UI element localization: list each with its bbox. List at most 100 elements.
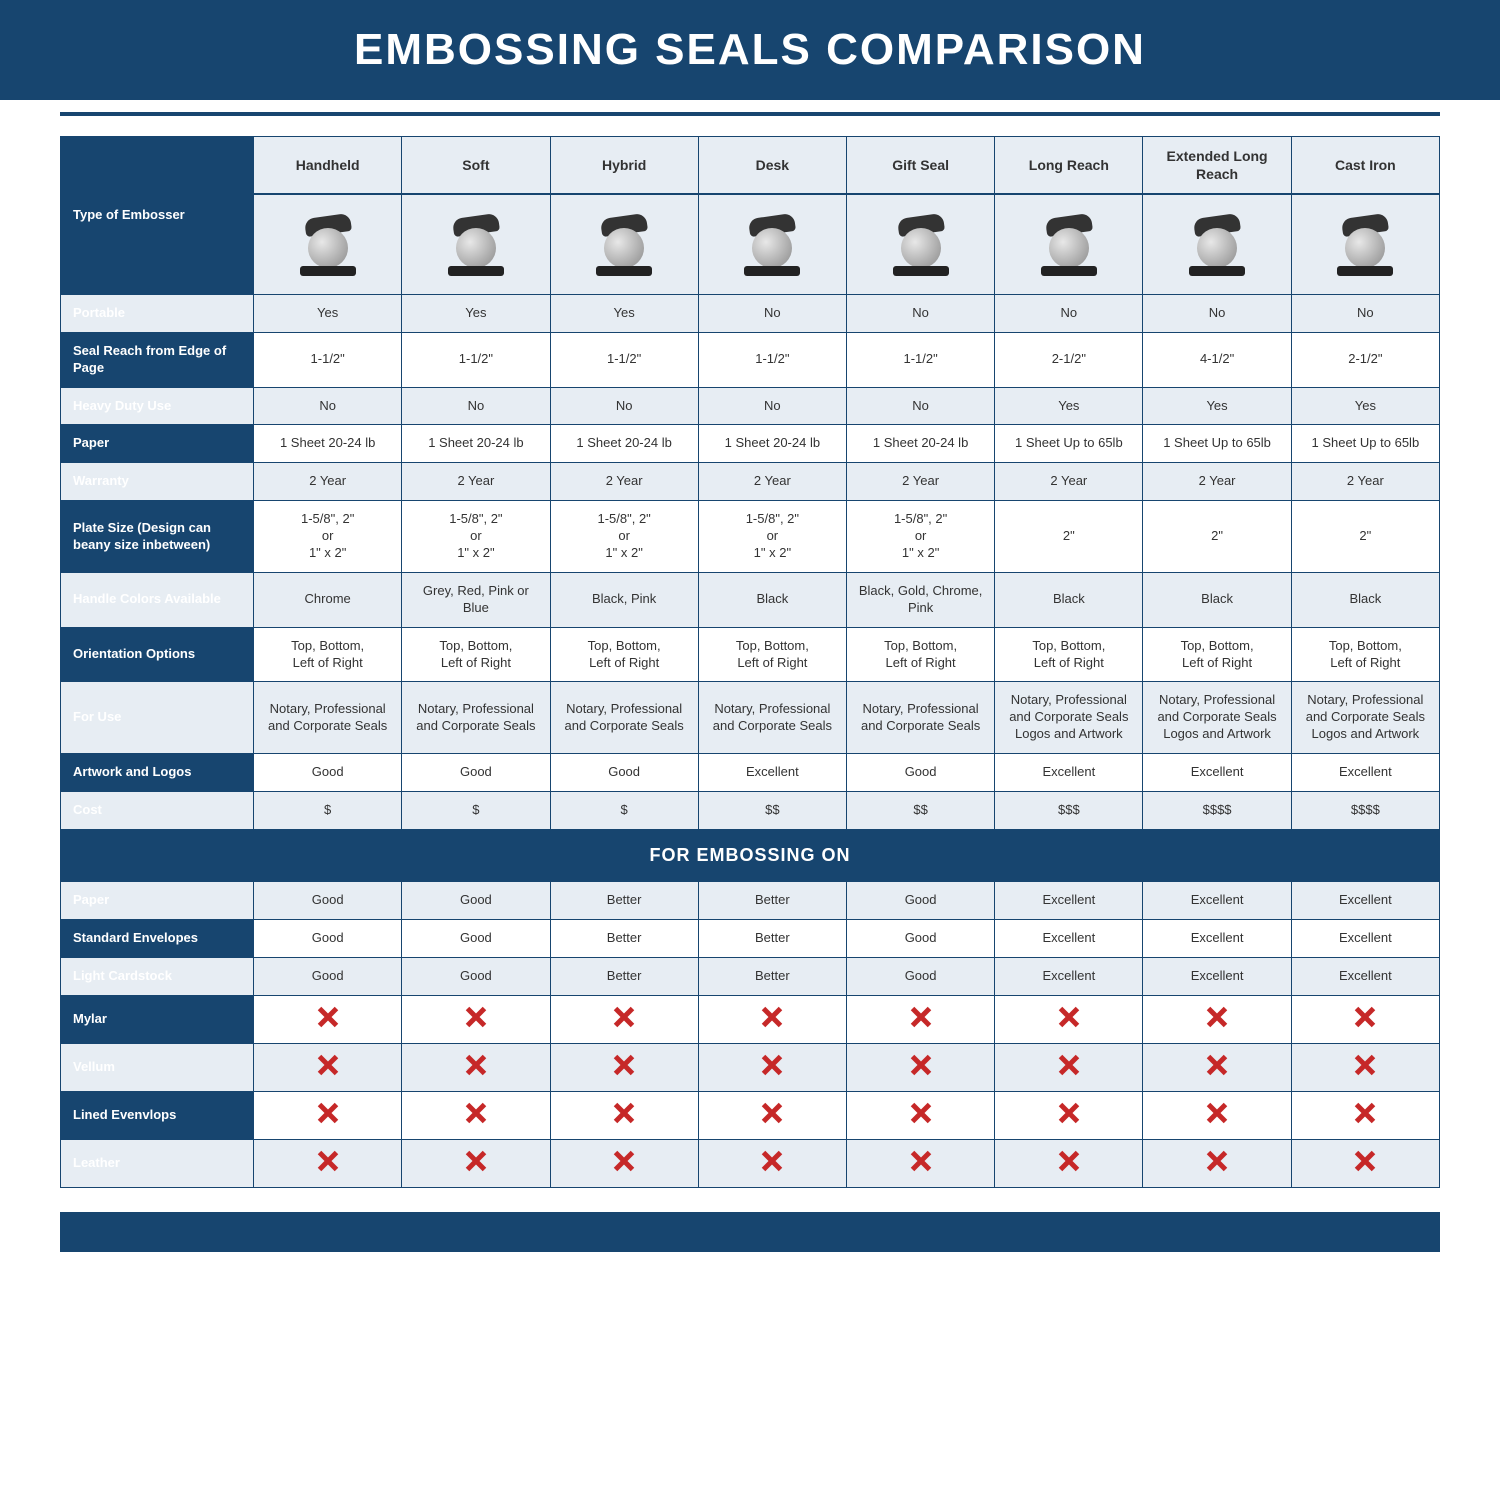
table-cell: Good xyxy=(846,754,994,792)
table-cell: Black xyxy=(995,572,1143,627)
table-cell: 1-5/8", 2"or1" x 2" xyxy=(402,501,550,573)
table-row: Paper1 Sheet 20-24 lb1 Sheet 20-24 lb1 S… xyxy=(61,425,1440,463)
table-cell xyxy=(1291,1139,1439,1187)
table-cell: Top, Bottom,Left of Right xyxy=(846,627,994,682)
x-icon xyxy=(1354,1102,1376,1124)
product-image-cell xyxy=(254,194,402,294)
table-row: Vellum xyxy=(61,1043,1440,1091)
table-cell: $ xyxy=(254,792,402,830)
x-icon xyxy=(613,1102,635,1124)
table-row: Leather xyxy=(61,1139,1440,1187)
table-cell: Notary, Professional and Corporate Seals xyxy=(402,682,550,754)
table-cell: Better xyxy=(550,920,698,958)
x-icon xyxy=(1206,1006,1228,1028)
row-label: Heavy Duty Use xyxy=(61,387,254,425)
table-cell: 1-5/8", 2"or1" x 2" xyxy=(846,501,994,573)
table-row: Standard EnvelopesGoodGoodBetterBetterGo… xyxy=(61,920,1440,958)
embosser-icon xyxy=(886,214,956,276)
table-cell: 1-1/2" xyxy=(846,332,994,387)
table-cell xyxy=(995,1091,1143,1139)
table-cell xyxy=(995,995,1143,1043)
table-row: Handle Colors AvailableChromeGrey, Red, … xyxy=(61,572,1440,627)
x-icon xyxy=(1058,1054,1080,1076)
table-row: PaperGoodGoodBetterBetterGoodExcellentEx… xyxy=(61,882,1440,920)
table-cell: Good xyxy=(402,958,550,996)
table-row: Warranty2 Year2 Year2 Year2 Year2 Year2 … xyxy=(61,463,1440,501)
col-header: Desk xyxy=(698,137,846,195)
table-cell: 2 Year xyxy=(1291,463,1439,501)
table-cell xyxy=(698,995,846,1043)
table-cell: 1 Sheet 20-24 lb xyxy=(254,425,402,463)
table-cell xyxy=(698,1139,846,1187)
product-image-cell xyxy=(995,194,1143,294)
section-band: FOR EMBOSSING ON xyxy=(61,829,1440,881)
table-row: Mylar xyxy=(61,995,1440,1043)
table-cell: 1 Sheet Up to 65lb xyxy=(1143,425,1291,463)
row-label: Leather xyxy=(61,1139,254,1187)
table-cell: Notary, Professional and Corporate Seals xyxy=(254,682,402,754)
table-cell: $ xyxy=(550,792,698,830)
table-cell xyxy=(402,995,550,1043)
x-icon xyxy=(317,1102,339,1124)
x-icon xyxy=(1058,1150,1080,1172)
x-icon xyxy=(613,1150,635,1172)
table-cell xyxy=(846,1091,994,1139)
table-cell: Good xyxy=(402,882,550,920)
row-label: Handle Colors Available xyxy=(61,572,254,627)
table-cell: 1 Sheet 20-24 lb xyxy=(402,425,550,463)
table-cell: Top, Bottom,Left of Right xyxy=(1291,627,1439,682)
divider-top xyxy=(60,112,1440,116)
table-cell: Top, Bottom,Left of Right xyxy=(402,627,550,682)
x-icon xyxy=(761,1150,783,1172)
row-label: Portable xyxy=(61,294,254,332)
table-cell: Good xyxy=(402,920,550,958)
table-cell: $$ xyxy=(846,792,994,830)
table-cell xyxy=(698,1043,846,1091)
product-image-cell xyxy=(1291,194,1439,294)
x-icon xyxy=(465,1054,487,1076)
table-cell xyxy=(402,1139,550,1187)
embosser-icon xyxy=(1330,214,1400,276)
x-icon xyxy=(1206,1054,1228,1076)
col-header: Handheld xyxy=(254,137,402,195)
table-cell xyxy=(550,1091,698,1139)
table-cell xyxy=(1143,1043,1291,1091)
table-cell: Better xyxy=(698,958,846,996)
table-cell: 2-1/2" xyxy=(1291,332,1439,387)
table-cell: Good xyxy=(402,754,550,792)
table-cell xyxy=(1143,1139,1291,1187)
table-cell: 2" xyxy=(1291,501,1439,573)
product-image-cell xyxy=(550,194,698,294)
table-cell: Excellent xyxy=(1291,920,1439,958)
table-row: PortableYesYesYesNoNoNoNoNo xyxy=(61,294,1440,332)
table-cell xyxy=(846,995,994,1043)
table-cell: Excellent xyxy=(1291,882,1439,920)
table-cell xyxy=(995,1043,1143,1091)
table-cell xyxy=(402,1043,550,1091)
table-cell: 2 Year xyxy=(846,463,994,501)
x-icon xyxy=(465,1006,487,1028)
product-image-cell xyxy=(1143,194,1291,294)
table-cell: 1 Sheet 20-24 lb xyxy=(698,425,846,463)
table-cell: Better xyxy=(550,958,698,996)
product-image-cell xyxy=(402,194,550,294)
table-cell xyxy=(254,1139,402,1187)
table-cell: 1 Sheet Up to 65lb xyxy=(1291,425,1439,463)
table-cell: Good xyxy=(254,920,402,958)
table-cell: Good xyxy=(254,958,402,996)
table-cell: Excellent xyxy=(995,882,1143,920)
table-row: Heavy Duty UseNoNoNoNoNoYesYesYes xyxy=(61,387,1440,425)
table-cell: 2 Year xyxy=(698,463,846,501)
column-header-row: Type of Embosser Handheld Soft Hybrid De… xyxy=(61,137,1440,195)
table-cell xyxy=(1143,995,1291,1043)
table-cell xyxy=(995,1139,1143,1187)
x-icon xyxy=(1354,1150,1376,1172)
table-cell: No xyxy=(402,387,550,425)
table-cell: Black xyxy=(1291,572,1439,627)
comparison-table: Type of Embosser Handheld Soft Hybrid De… xyxy=(60,136,1440,1188)
table-cell: 1-1/2" xyxy=(402,332,550,387)
x-icon xyxy=(613,1054,635,1076)
table-cell: Black xyxy=(1143,572,1291,627)
footer-bar xyxy=(60,1212,1440,1252)
row-label: Cost xyxy=(61,792,254,830)
